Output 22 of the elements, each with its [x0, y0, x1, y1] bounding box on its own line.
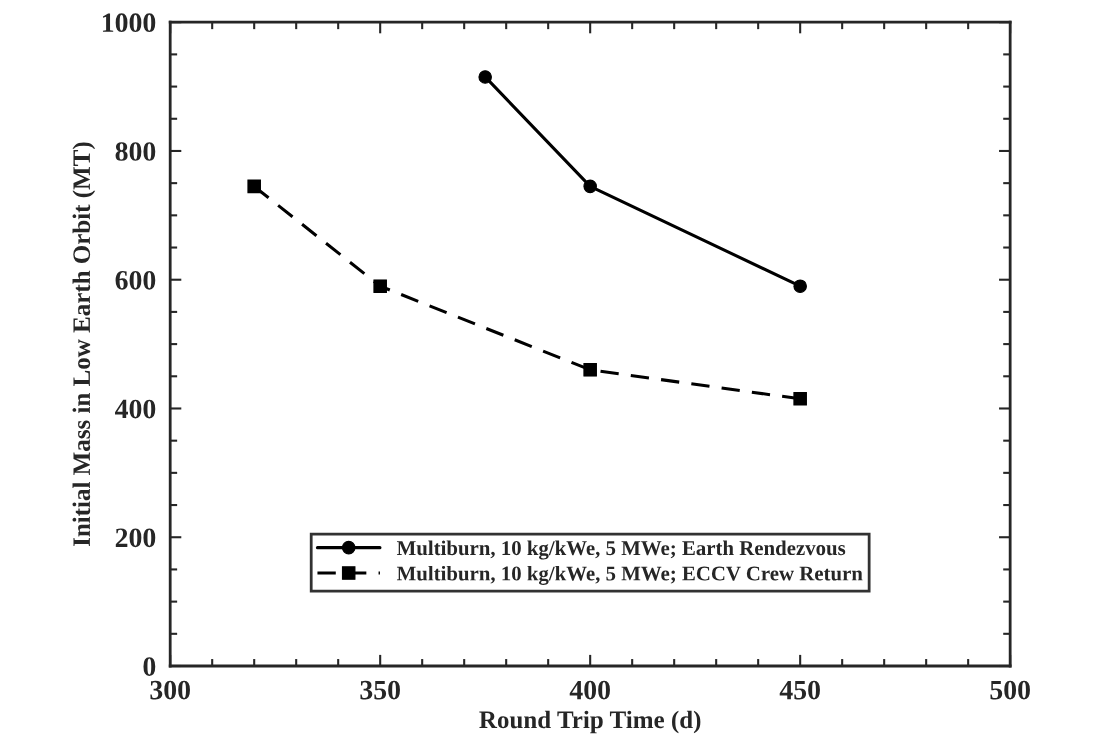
- legend-label: Multiburn, 10 kg/kWe, 5 MWe; Earth Rendezvous: [396, 540, 846, 560]
- x-tick-label: 450: [779, 680, 820, 700]
- x-tick-label: 350: [360, 680, 400, 700]
- y-tick-label: 200: [115, 528, 156, 548]
- x-tick-label: 500: [990, 680, 1030, 700]
- point: [247, 179, 261, 194]
- legend-label: Multiburn, 10 kg/kWe, 5 MWe; ECCV Crew Return: [396, 565, 863, 585]
- point: [583, 363, 597, 377]
- x-tick-label: 400: [569, 680, 610, 700]
- y-tick-label: 800: [115, 142, 156, 161]
- x-axis-title: Round Trip Time (d): [479, 710, 701, 734]
- y-tick-label: 400: [115, 399, 156, 419]
- y-tick-label: 0: [143, 657, 156, 676]
- point: [583, 179, 597, 194]
- point: [793, 392, 807, 406]
- x-tick-label: 300: [150, 680, 190, 700]
- point: [478, 70, 492, 84]
- y-axis-title: Initial Mass in Low Earth Orbit (MT): [72, 142, 96, 547]
- y-tick-label: 1000: [102, 13, 156, 33]
- point: [793, 279, 807, 293]
- y-tick-label: 600: [115, 270, 156, 290]
- point: [373, 279, 387, 293]
